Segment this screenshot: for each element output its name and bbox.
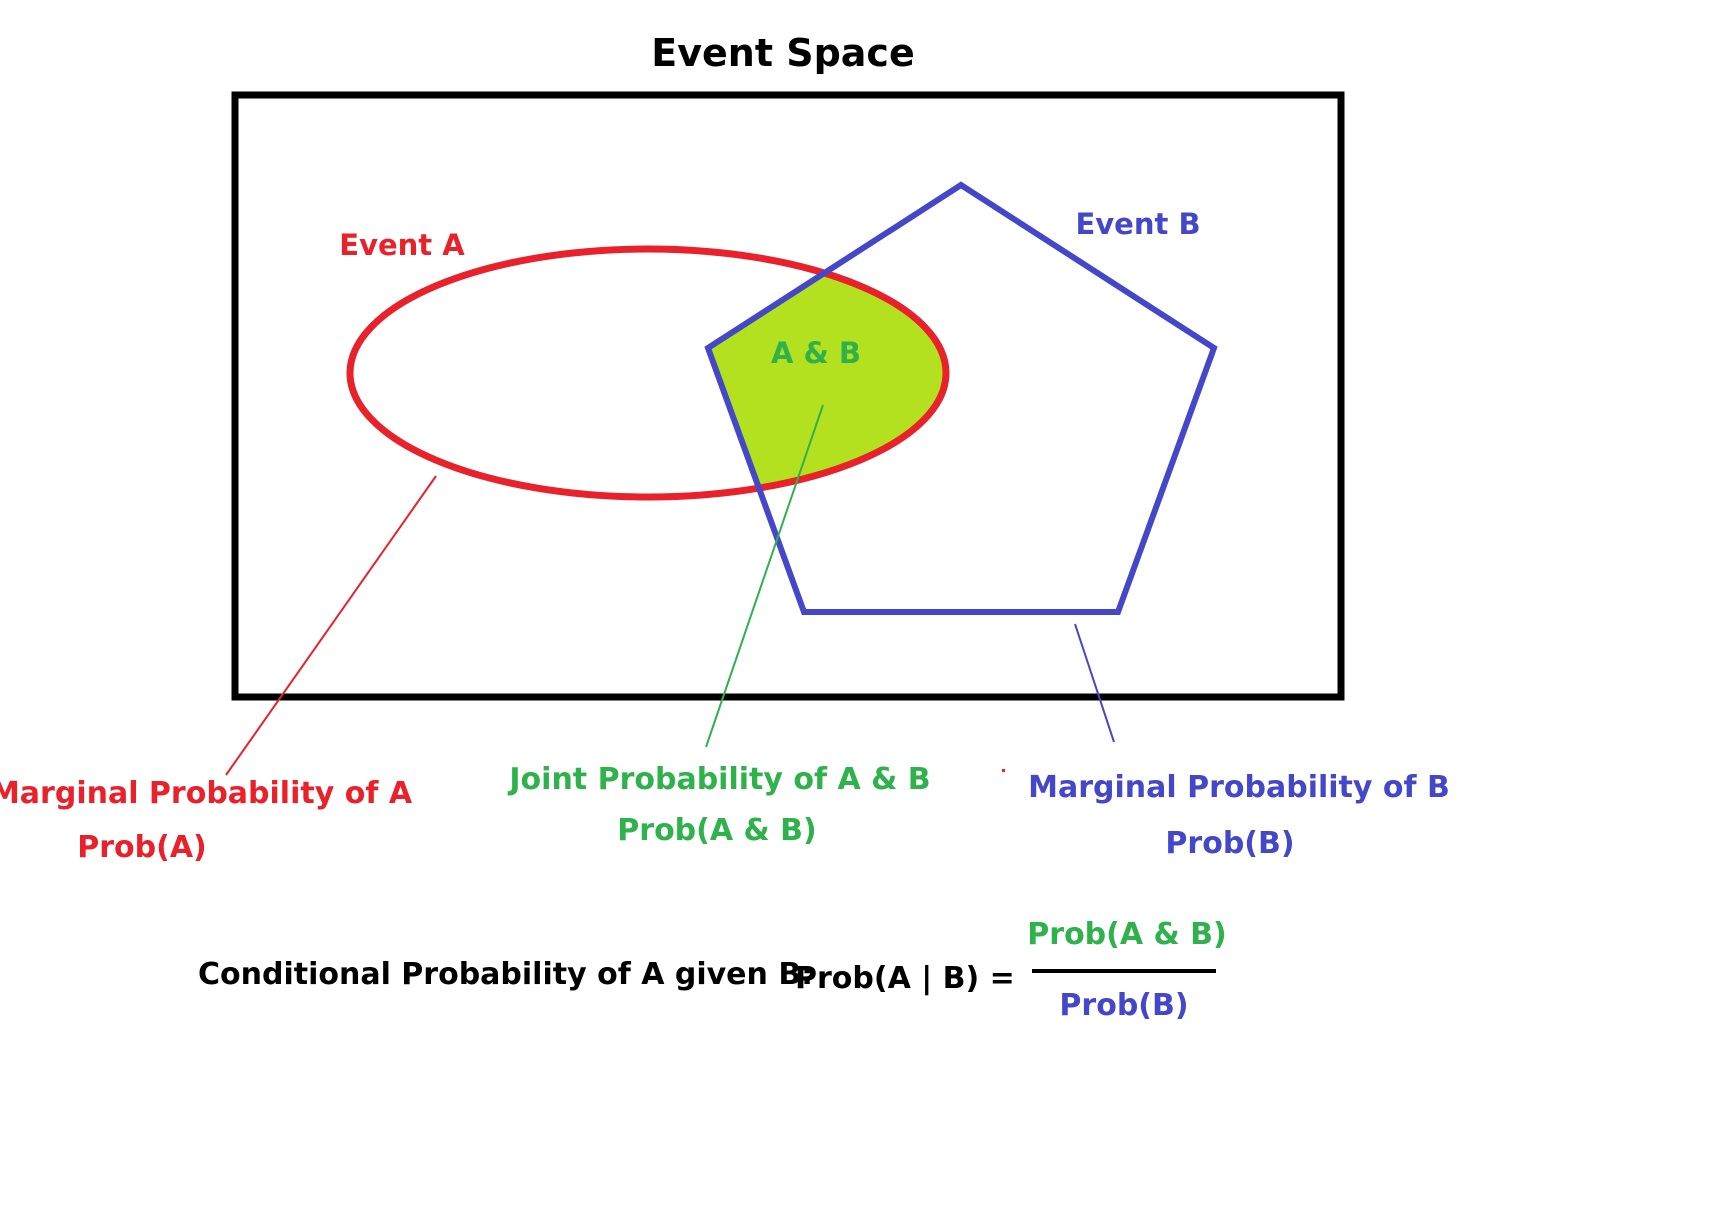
marginal-a-prob: Prob(A) xyxy=(77,830,207,865)
event-b-pentagon xyxy=(704,181,1218,615)
joint-prob: Prob(A & B) xyxy=(617,813,816,848)
formula-numerator: Prob(A & B) xyxy=(1027,917,1226,952)
formula-denominator: Prob(B) xyxy=(1059,988,1188,1023)
event-a-label: Event A xyxy=(339,228,465,262)
marginal-a-pointer xyxy=(225,475,437,776)
marginal-b-prob: Prob(B) xyxy=(1165,826,1294,861)
marginal-a-title: Marginal Probability of A xyxy=(0,776,413,811)
diagram-title: Event Space xyxy=(651,31,914,75)
intersection-label: A & B xyxy=(771,336,861,370)
event-space-frame xyxy=(231,91,1345,701)
formula-caption: Conditional Probability of A given B: xyxy=(198,957,813,992)
marginal-b-title: Marginal Probability of B xyxy=(1028,770,1450,805)
joint-pointer xyxy=(705,404,824,748)
marginal-b-pointer xyxy=(1074,623,1115,743)
event-b-label: Event B xyxy=(1075,207,1200,241)
stray-dot xyxy=(1002,769,1005,772)
formula-lhs: Prob(A | B) = xyxy=(795,961,1015,996)
event-a-ellipse xyxy=(346,245,950,501)
joint-title: Joint Probability of A & B xyxy=(507,762,930,797)
intersection-fill xyxy=(708,249,946,497)
